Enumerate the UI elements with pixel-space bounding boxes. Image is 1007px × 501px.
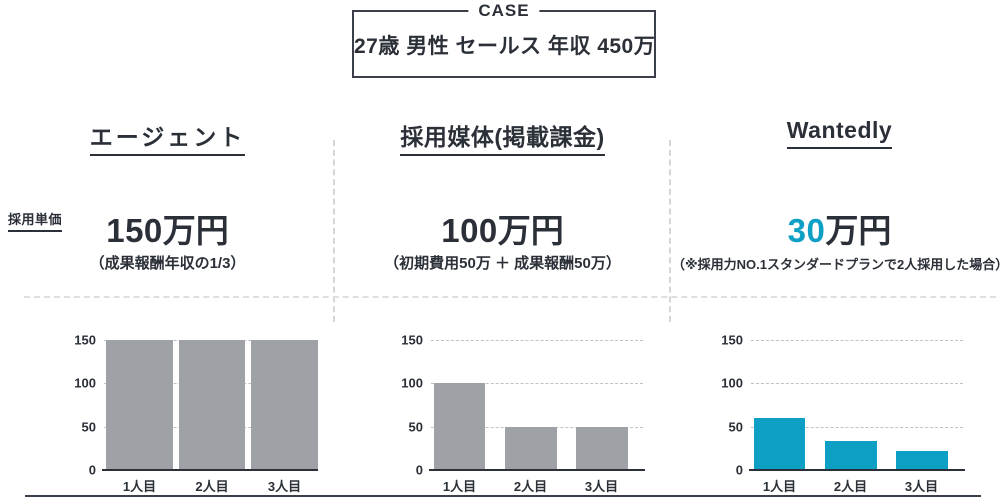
bar-slot — [178, 340, 246, 470]
price-suffix: 万円 — [497, 212, 564, 249]
column-divider-2 — [669, 140, 671, 322]
case-legend-label: CASE — [468, 1, 540, 21]
bar — [895, 450, 948, 470]
y-axis-tick-label: 50 — [408, 419, 423, 435]
price-note: （初期費用50万 ＋ 成果報酬50万） — [384, 255, 621, 272]
bars-group — [104, 340, 318, 470]
bars-group — [751, 340, 963, 470]
column-title-text: Wantedly — [786, 117, 893, 149]
y-axis-tick-label: 0 — [735, 462, 743, 478]
y-axis-ticks: 0 50 100 150 — [705, 333, 751, 478]
x-axis-line — [102, 469, 318, 471]
y-axis-tick-label: 150 — [721, 332, 743, 348]
column-title: Wantedly — [672, 117, 1007, 149]
bar-slot — [575, 340, 628, 470]
column-title-text: 採用媒体(掲載課金) — [400, 124, 605, 156]
case-box: CASE 27歳 男性 セールス 年収 450万 — [352, 1, 656, 78]
price-number: 100 — [441, 212, 498, 249]
column-title: 採用媒体(掲載課金) — [335, 118, 670, 156]
y-axis-tick-label: 50 — [728, 419, 743, 435]
bar-slot — [251, 340, 318, 470]
price-number: 30 — [787, 212, 826, 249]
case-description: 27歳 男性 セールス 年収 450万 — [354, 35, 656, 59]
bar-slot — [106, 340, 173, 470]
price-note: （成果報酬年収の1/3） — [89, 255, 246, 272]
x-axis-tick-label: 3人目 — [267, 479, 302, 494]
bar — [251, 340, 318, 470]
y-axis-tick-label: 0 — [415, 462, 423, 478]
column-price: 30万円 — [672, 204, 1007, 252]
x-axis-tick-label: 3人目 — [904, 479, 939, 494]
bar-slot — [895, 340, 948, 470]
bars-group — [431, 340, 643, 470]
gridline — [751, 426, 963, 428]
bottom-rule — [25, 495, 981, 497]
x-axis-line — [429, 469, 645, 471]
y-axis-tick-label: 50 — [81, 419, 96, 435]
x-axis-tick-label: 1人目 — [122, 479, 157, 494]
plot-area — [751, 340, 963, 470]
gridline — [751, 340, 963, 341]
unit-price-row-label: 採用単価 — [8, 209, 63, 232]
bar — [433, 383, 486, 470]
column-price: 150万円 — [0, 204, 335, 252]
gridline — [431, 340, 643, 341]
column-price: 100万円 — [335, 204, 670, 252]
price-suffix: 万円 — [825, 212, 892, 249]
bar — [106, 340, 173, 470]
column-title: エージェント — [0, 118, 335, 156]
x-axis-tick-label: 2人目 — [195, 479, 229, 494]
bar — [575, 426, 628, 470]
gridline — [751, 383, 963, 385]
bar-slot — [753, 340, 806, 470]
bar — [824, 441, 877, 470]
x-axis-line — [749, 469, 965, 471]
price-number: 150 — [106, 212, 163, 249]
price-note: （※採用力NO.1スタンダードプランで2人採用した場合） — [672, 257, 1007, 272]
price-suffix: 万円 — [162, 212, 229, 249]
section-divider — [24, 296, 996, 298]
bar-slot — [504, 340, 557, 470]
bar — [178, 340, 246, 470]
y-axis-tick-label: 100 — [74, 375, 96, 391]
x-axis-tick-label: 2人目 — [513, 479, 548, 494]
x-axis-tick-label: 1人目 — [762, 479, 797, 494]
bar — [504, 426, 557, 470]
y-axis-tick-label: 150 — [401, 332, 423, 348]
y-axis-ticks: 0 50 100 150 — [385, 333, 431, 478]
y-axis-tick-label: 100 — [401, 375, 423, 391]
y-axis-tick-label: 0 — [88, 462, 96, 478]
x-axis-tick-label: 1人目 — [442, 479, 477, 494]
column-agent: エージェント 150万円 （成果報酬年収の1/3） — [0, 0, 335, 501]
y-axis-tick-label: 150 — [74, 332, 96, 348]
gridline — [431, 383, 643, 385]
y-axis-tick-label: 100 — [721, 375, 743, 391]
bar — [753, 418, 806, 470]
bar-slot — [433, 340, 486, 470]
column-job-media: 採用媒体(掲載課金) 100万円 （初期費用50万 ＋ 成果報酬50万） — [335, 0, 670, 501]
column-divider-1 — [333, 140, 335, 322]
y-axis-ticks: 0 50 100 150 — [58, 333, 104, 478]
column-title-text: エージェント — [89, 124, 246, 156]
x-axis-tick-label: 3人目 — [584, 479, 619, 494]
bar-slot — [824, 340, 877, 470]
column-wantedly: Wantedly 30万円 （※採用力NO.1スタンダードプランで2人採用した場… — [672, 0, 1007, 501]
x-axis-tick-label: 2人目 — [833, 479, 868, 494]
